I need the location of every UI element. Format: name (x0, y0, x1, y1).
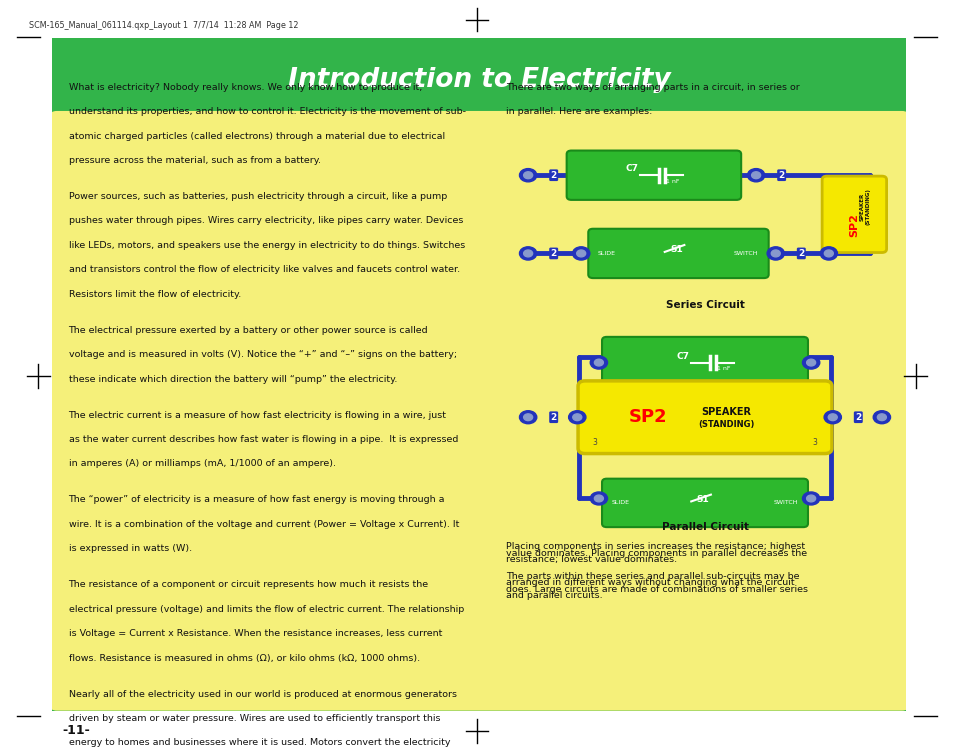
Text: Resistors limit the flow of electricity.: Resistors limit the flow of electricity. (69, 290, 240, 299)
Circle shape (827, 414, 837, 420)
Circle shape (519, 411, 537, 423)
Text: arranged in different ways without changing what the circuit: arranged in different ways without chang… (505, 578, 794, 587)
Text: Introduction to Electricity: Introduction to Electricity (288, 67, 670, 93)
Circle shape (523, 250, 532, 257)
Text: Nearly all of the electricity used in our world is produced at enormous generato: Nearly all of the electricity used in ou… (69, 690, 456, 699)
Text: The parts within these series and parallel sub-circuits may be: The parts within these series and parall… (505, 572, 799, 581)
Circle shape (801, 492, 819, 505)
Text: 1 nF: 1 nF (716, 366, 730, 371)
Text: energy to homes and businesses where it is used. Motors convert the electricity: energy to homes and businesses where it … (69, 738, 450, 747)
Text: SWITCH: SWITCH (773, 500, 797, 505)
Text: like LEDs, motors, and speakers use the energy in electricity to do things. Swit: like LEDs, motors, and speakers use the … (69, 241, 464, 250)
Text: SP2: SP2 (628, 408, 667, 426)
Text: Power sources, such as batteries, push electricity through a circuit, like a pum: Power sources, such as batteries, push e… (69, 192, 446, 201)
Text: Series Circuit: Series Circuit (665, 299, 743, 310)
Text: 2: 2 (550, 249, 557, 258)
Circle shape (823, 250, 832, 257)
FancyBboxPatch shape (50, 111, 908, 711)
FancyBboxPatch shape (566, 150, 740, 200)
Circle shape (801, 356, 819, 369)
FancyBboxPatch shape (601, 337, 807, 388)
Text: as the water current describes how fast water is flowing in a pipe.  It is expre: as the water current describes how fast … (69, 435, 457, 444)
Circle shape (872, 411, 889, 423)
Circle shape (523, 414, 532, 420)
Text: 2: 2 (550, 171, 557, 180)
FancyBboxPatch shape (588, 229, 768, 278)
Text: S1: S1 (669, 245, 682, 254)
Text: and parallel circuits.: and parallel circuits. (505, 591, 601, 600)
Text: is Voltage = Current x Resistance. When the resistance increases, less current: is Voltage = Current x Resistance. When … (69, 629, 441, 638)
Circle shape (519, 168, 537, 182)
Text: wire. It is a combination of the voltage and current (Power = Voltage x Current): wire. It is a combination of the voltage… (69, 520, 458, 529)
Text: 2: 2 (550, 413, 557, 422)
Text: The electric current is a measure of how fast electricity is flowing in a wire, : The electric current is a measure of how… (69, 411, 446, 420)
Text: The “power” of electricity is a measure of how fast energy is moving through a: The “power” of electricity is a measure … (69, 496, 444, 505)
Circle shape (523, 171, 532, 179)
Text: (STANDING): (STANDING) (698, 420, 754, 429)
Text: SCM-165_Manual_061114.qxp_Layout 1  7/7/14  11:28 AM  Page 12: SCM-165_Manual_061114.qxp_Layout 1 7/7/1… (29, 21, 297, 30)
Text: The resistance of a component or circuit represents how much it resists the: The resistance of a component or circuit… (69, 581, 428, 590)
Text: in parallel. Here are examples:: in parallel. Here are examples: (505, 107, 651, 116)
Text: atomic charged particles (called electrons) through a material due to electrical: atomic charged particles (called electro… (69, 132, 444, 141)
Circle shape (590, 356, 607, 369)
Circle shape (806, 359, 815, 366)
Text: SPEAKER
(STANDING): SPEAKER (STANDING) (859, 188, 870, 226)
Circle shape (572, 247, 589, 260)
Text: 3: 3 (592, 438, 597, 447)
FancyBboxPatch shape (50, 39, 908, 120)
FancyBboxPatch shape (821, 176, 885, 253)
Text: resistance; lowest value dominates.: resistance; lowest value dominates. (505, 555, 676, 564)
Text: voltage and is measured in volts (V). Notice the “+” and “–” signs on the batter: voltage and is measured in volts (V). No… (69, 350, 456, 359)
Text: SLIDE: SLIDE (598, 251, 615, 256)
Text: value dominates. Placing components in parallel decreases the: value dominates. Placing components in p… (505, 549, 806, 558)
Text: flows. Resistance is measured in ohms (Ω), or kilo ohms (kΩ, 1000 ohms).: flows. Resistance is measured in ohms (Ω… (69, 653, 419, 663)
Text: driven by steam or water pressure. Wires are used to efficiently transport this: driven by steam or water pressure. Wires… (69, 714, 439, 723)
Circle shape (572, 414, 581, 420)
FancyBboxPatch shape (601, 479, 807, 527)
Text: 2: 2 (798, 249, 803, 258)
Text: The electrical pressure exerted by a battery or other power source is called: The electrical pressure exerted by a bat… (69, 326, 428, 335)
Text: SLIDE: SLIDE (611, 500, 629, 505)
Text: C7: C7 (625, 164, 639, 173)
Text: understand its properties, and how to control it. Electricity is the movement of: understand its properties, and how to co… (69, 107, 465, 116)
Text: does. Large circuits are made of combinations of smaller series: does. Large circuits are made of combina… (505, 585, 807, 593)
Circle shape (820, 247, 837, 260)
Circle shape (877, 414, 885, 420)
Circle shape (590, 492, 607, 505)
Text: and transistors control the flow of electricity like valves and faucets control : and transistors control the flow of elec… (69, 265, 459, 274)
Text: S1: S1 (696, 495, 709, 504)
Text: 2: 2 (778, 171, 784, 180)
FancyBboxPatch shape (578, 381, 831, 453)
Circle shape (770, 250, 780, 257)
Text: SPEAKER: SPEAKER (700, 407, 751, 417)
Text: 2: 2 (854, 413, 861, 422)
Text: electrical pressure (voltage) and limits the flow of electric current. The relat: electrical pressure (voltage) and limits… (69, 605, 463, 614)
Circle shape (577, 250, 585, 257)
Text: There are two ways of arranging parts in a circuit, in series or: There are two ways of arranging parts in… (505, 83, 799, 92)
Circle shape (594, 495, 602, 502)
Text: in amperes (A) or milliamps (mA, 1/1000 of an ampere).: in amperes (A) or milliamps (mA, 1/1000 … (69, 459, 335, 468)
Circle shape (746, 168, 764, 182)
Circle shape (806, 495, 815, 502)
Text: Placing components in series increases the resistance; highest: Placing components in series increases t… (505, 542, 804, 551)
Text: is expressed in watts (W).: is expressed in watts (W). (69, 544, 192, 553)
Text: 1 nF: 1 nF (665, 179, 679, 183)
Text: 3: 3 (812, 438, 817, 447)
Text: these indicate which direction the battery will “pump” the electricity.: these indicate which direction the batte… (69, 374, 396, 384)
Text: C7: C7 (677, 352, 689, 360)
Text: SWITCH: SWITCH (733, 251, 758, 256)
Text: -11-: -11- (62, 724, 90, 738)
Text: pressure across the material, such as from a battery.: pressure across the material, such as fr… (69, 156, 320, 165)
Circle shape (751, 171, 760, 179)
Text: Parallel Circuit: Parallel Circuit (660, 523, 748, 532)
FancyBboxPatch shape (40, 28, 918, 720)
Circle shape (823, 411, 841, 423)
Text: pushes water through pipes. Wires carry electricity, like pipes carry water. Dev: pushes water through pipes. Wires carry … (69, 217, 462, 226)
Circle shape (766, 247, 783, 260)
Circle shape (568, 411, 585, 423)
Text: What is electricity? Nobody really knows. We only know how to produce it,: What is electricity? Nobody really knows… (69, 83, 421, 92)
Circle shape (594, 359, 602, 366)
Circle shape (519, 247, 537, 260)
Text: SP2: SP2 (848, 213, 859, 237)
